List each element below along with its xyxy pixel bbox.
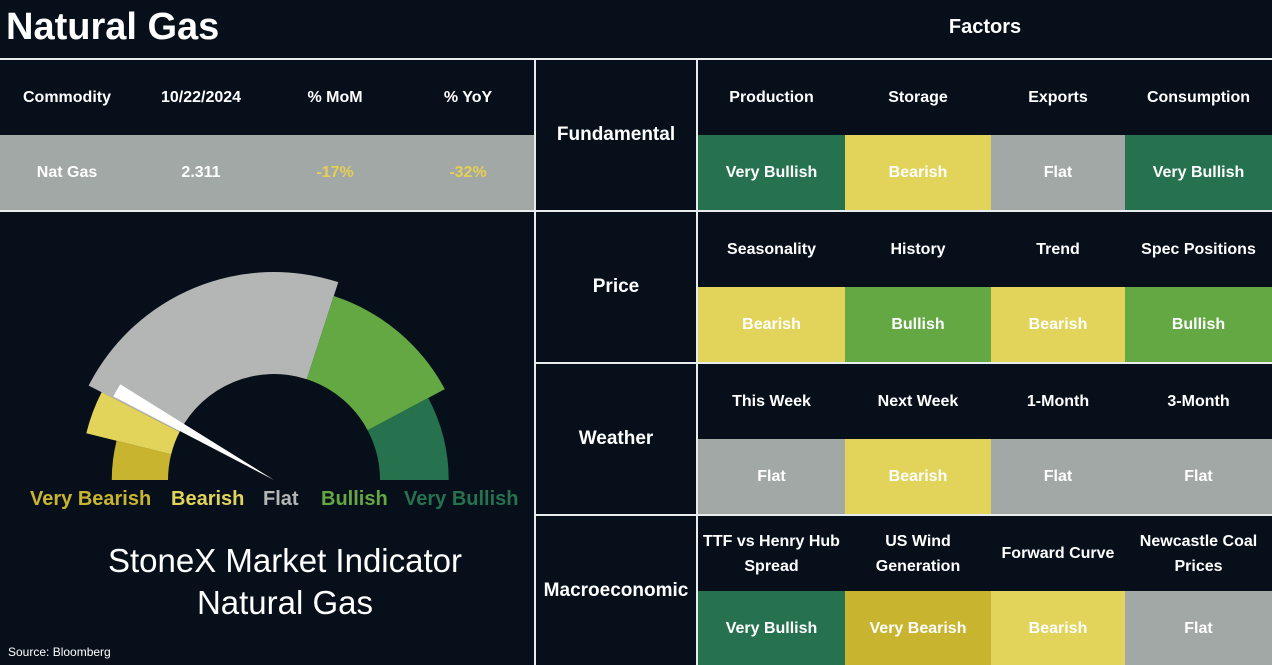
factor-value: Bearish [698,287,845,362]
factor-label: Storage [888,89,948,106]
factor-value: Very Bullish [698,135,845,210]
legend-flat: Flat [263,488,299,510]
factor-value: Flat [1125,591,1272,665]
factor-label: Forward Curve [1001,545,1115,562]
factor-label: Spec Positions [1141,241,1256,258]
divider [0,210,1272,212]
factor-label: This Week [732,393,811,410]
gauge-segment [88,272,339,432]
category-macroeconomic: Macroeconomic [543,580,689,601]
source-note: Source: Bloomberg [8,645,111,659]
factor-value: Bullish [845,287,991,362]
factor-value: Very Bearish [845,591,991,665]
factor-value: Flat [1125,439,1272,514]
factors-title: Factors [948,15,1022,38]
factor-label: 1-Month [1026,393,1090,410]
commodity-mom: -17% [316,163,354,181]
commodity-name: Nat Gas [36,163,98,181]
indicator-title: StoneX Market Indicator Natural Gas [30,540,540,624]
col-header-commodity: Commodity [23,88,111,106]
factor-label: Seasonality [727,241,816,258]
factor-value: Flat [991,135,1125,210]
col-header-mom: % MoM [307,88,363,106]
commodity-row [0,135,534,210]
category-price: Price [592,276,640,297]
legend-bearish: Bearish [171,488,245,510]
legend-very-bullish: Very Bullish [404,488,519,510]
page-title: Natural Gas [6,6,220,48]
factor-label: Consumption [1146,89,1251,106]
factor-value: Flat [991,439,1125,514]
factor-value: Bearish [991,287,1125,362]
col-header-yoy: % YoY [443,88,493,106]
factor-label: Exports [1028,89,1088,106]
factor-label: Production [729,89,814,106]
gauge-segment [86,392,180,455]
commodity-price: 2.311 [181,163,221,181]
factor-value: Flat [698,439,845,514]
sentiment-gauge [86,272,449,480]
factor-label: 3-Month [1167,393,1230,410]
factor-value: Bearish [845,135,991,210]
gauge-segment [367,397,449,480]
divider [534,362,1272,364]
factor-value: Bearish [991,591,1125,665]
indicator-title-line1: StoneX Market Indicator [107,542,462,579]
factor-label: Newcastle Coal Prices [1139,532,1258,575]
factor-label: TTF vs Henry Hub Spread [703,532,840,575]
gauge-segment [111,440,172,480]
factor-label: Trend [1036,241,1080,258]
legend-bullish: Bullish [321,488,388,510]
gauge-needle [113,384,274,480]
commodity-yoy: -32% [449,163,487,181]
factor-value: Bullish [1125,287,1272,362]
factor-label: Next Week [877,393,959,410]
divider [0,58,1272,60]
indicator-title-line2: Natural Gas [196,584,374,621]
divider [696,58,698,665]
divider [534,58,536,665]
gauge-segment [306,296,445,431]
factor-label: US Wind Generation [875,532,961,575]
factor-value: Very Bullish [1125,135,1272,210]
col-header-date: 10/22/2024 [160,88,242,106]
divider [534,514,1272,516]
category-fundamental: Fundamental [556,124,676,145]
factor-label: History [890,241,946,258]
factor-value: Bearish [845,439,991,514]
category-weather: Weather [578,428,654,449]
legend-very-bearish: Very Bearish [30,488,152,510]
factor-value: Very Bullish [698,591,845,665]
